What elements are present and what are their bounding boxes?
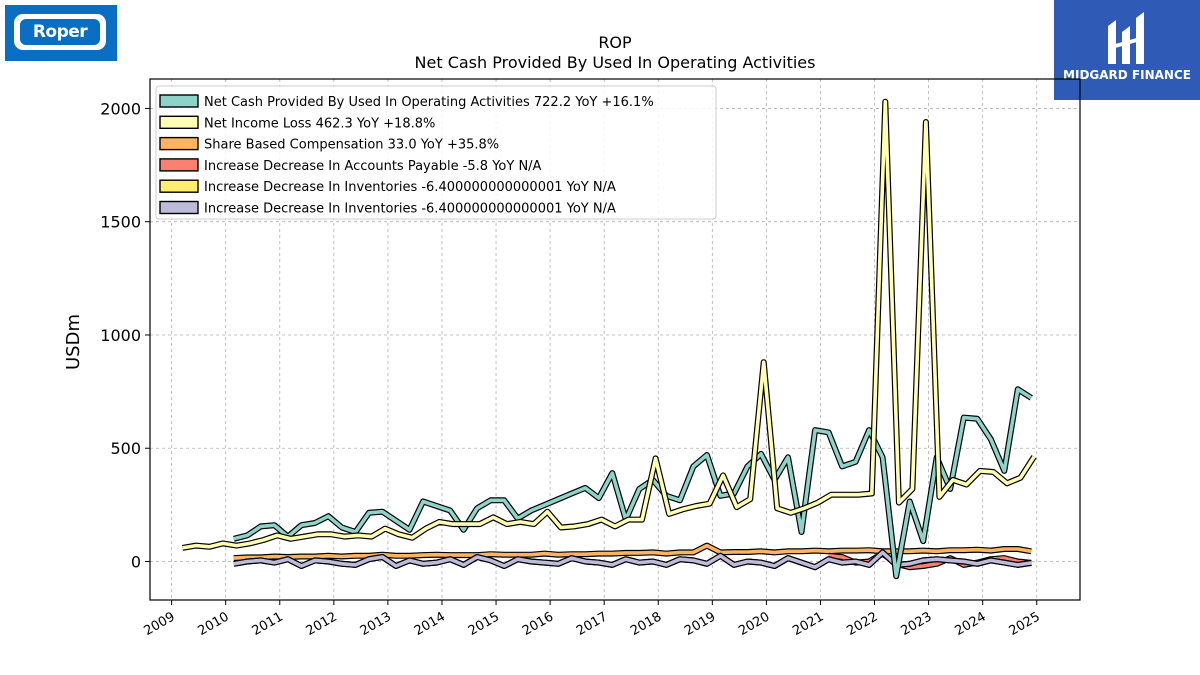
- legend-label: Net Income Loss 462.3 YoY +18.8%: [204, 116, 435, 131]
- legend-box: [155, 85, 717, 220]
- legend-swatch: [159, 179, 199, 193]
- series-2: [233, 542, 1032, 562]
- plot-frame: [149, 78, 1081, 601]
- midgard-finance-logo: MIDGARD FINANCE: [1054, 0, 1200, 100]
- series-0: [233, 386, 1033, 580]
- roper-logo-text: Roper: [20, 19, 100, 45]
- series-line: [233, 387, 1033, 579]
- x-tick-label: 2018: [628, 609, 664, 639]
- legend-label: Increase Decrease In Inventories -6.4000…: [204, 180, 616, 195]
- series-lines: [181, 98, 1037, 580]
- x-tick-label: 2011: [250, 609, 286, 639]
- x-tick-label: 2009: [141, 609, 177, 639]
- x-tick-label: 2020: [736, 609, 772, 639]
- x-tick-label: 2025: [1007, 609, 1043, 639]
- x-tick-label: 2022: [844, 609, 880, 639]
- legend-label: Net Cash Provided By Used In Operating A…: [204, 95, 654, 110]
- series-line: [182, 99, 1036, 550]
- y-tick-label: 0: [131, 552, 141, 571]
- y-axis-label: USDm: [63, 314, 84, 370]
- y-tick-label: 500: [110, 439, 141, 458]
- x-tick-label: 2012: [304, 609, 340, 639]
- legend-swatch: [159, 200, 199, 215]
- x-tick-label: 2024: [953, 609, 989, 639]
- x-tick-label: 2017: [574, 609, 610, 639]
- legend-label: Increase Decrease In Inventories -6.4000…: [204, 202, 616, 217]
- legend-label: Share Based Compensation 33.0 YoY +35.8%: [204, 138, 499, 153]
- x-tick-label: 2016: [520, 609, 556, 639]
- chart-title: ROP: [598, 33, 632, 52]
- series-1: [181, 98, 1037, 551]
- y-tick-label: 2000: [100, 99, 141, 118]
- x-tick-label: 2014: [412, 609, 448, 639]
- legend-swatch: [159, 136, 199, 151]
- x-tick-label: 2010: [196, 609, 232, 639]
- legend: Net Cash Provided By Used In Operating A…: [155, 85, 717, 220]
- midgard-mark-icon: [1108, 12, 1144, 64]
- legend-swatch: [159, 158, 199, 172]
- y-tick-label: 1500: [100, 213, 141, 232]
- legend-swatch: [159, 115, 199, 130]
- midgard-logo-text: MIDGARD FINANCE: [1063, 68, 1191, 82]
- y-tick-label: 1000: [100, 326, 141, 345]
- x-tick-label: 2013: [358, 609, 394, 639]
- x-tick-label: 2023: [898, 609, 934, 639]
- roper-logo: Roper: [5, 5, 117, 61]
- legend-swatch: [159, 94, 199, 108]
- x-tick-label: 2021: [790, 609, 826, 639]
- legend-label: Increase Decrease In Accounts Payable -5…: [204, 159, 542, 174]
- chart-subtitle: Net Cash Provided By Used In Operating A…: [415, 53, 816, 72]
- series-line: [233, 543, 1032, 560]
- x-tick-label: 2019: [682, 609, 718, 639]
- x-tick-label: 2015: [466, 609, 502, 639]
